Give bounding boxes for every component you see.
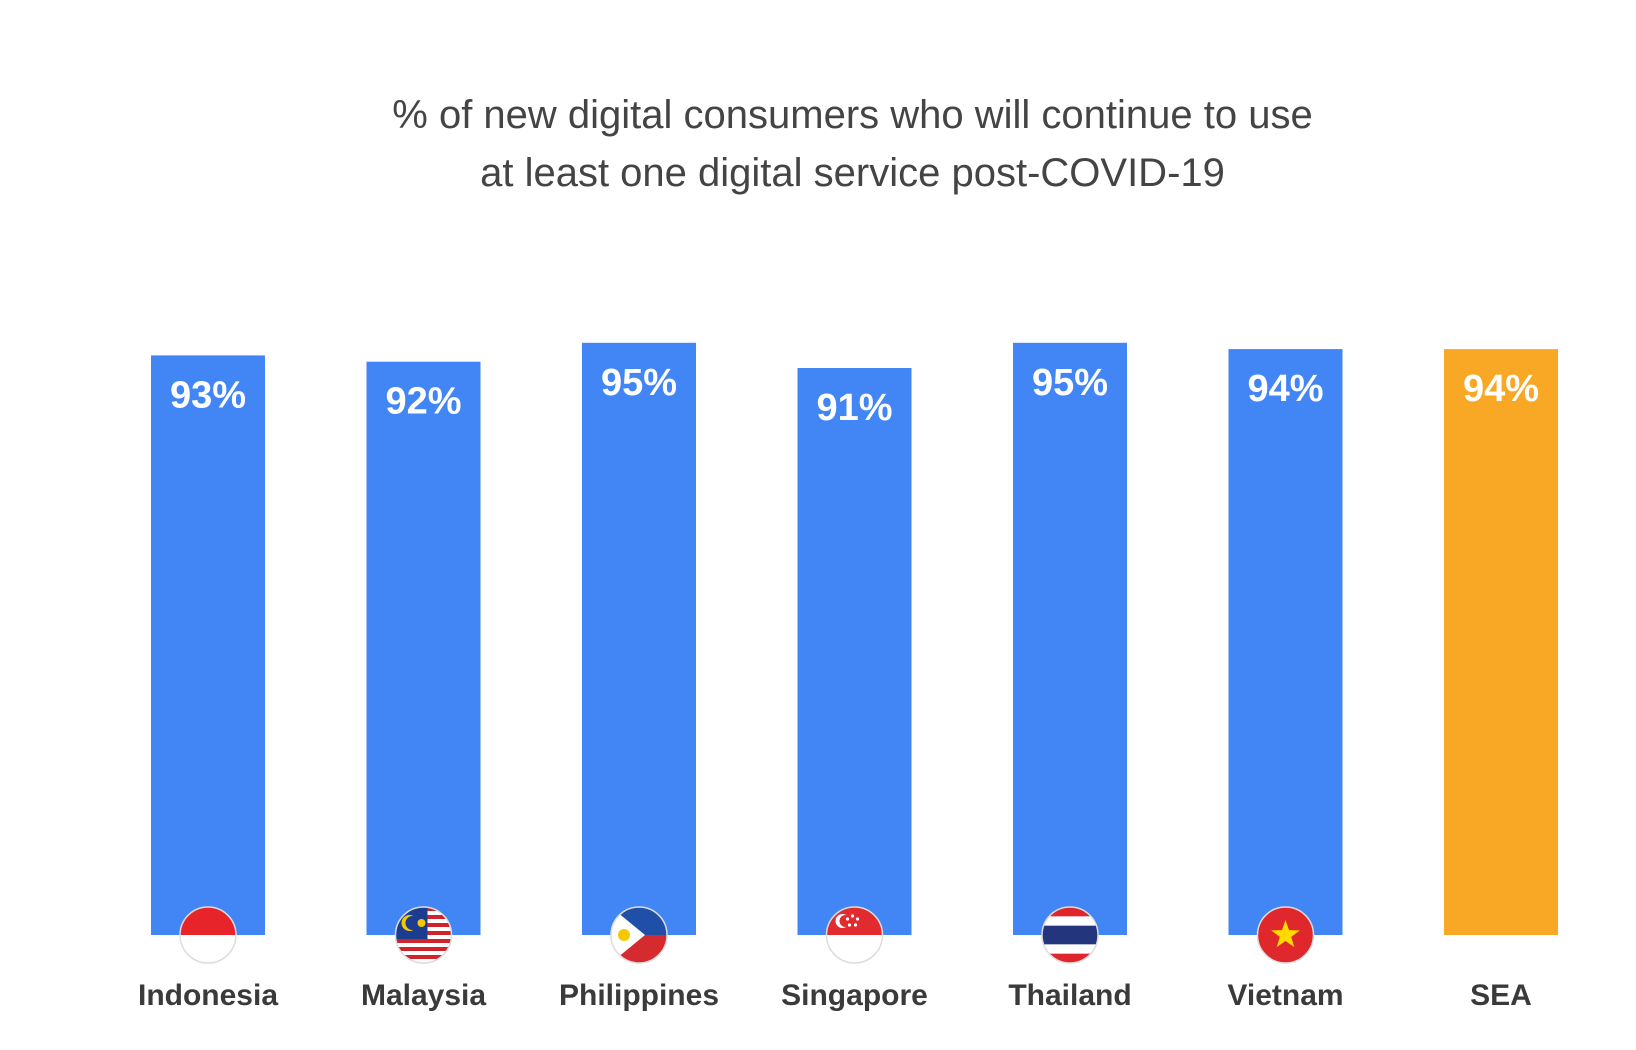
- thailand-flag-icon: [1041, 906, 1099, 964]
- indonesia-flag-icon: [179, 906, 237, 964]
- flags-group: [179, 906, 1315, 964]
- category-label: Singapore: [781, 979, 928, 1012]
- bar-vietnam: [1228, 349, 1343, 936]
- vietnam-flag-icon: [1256, 906, 1315, 964]
- chart-title-line-1: % of new digital consumers who will cont…: [392, 93, 1313, 137]
- category-label: Thailand: [1008, 979, 1131, 1012]
- category-label: Indonesia: [138, 979, 278, 1012]
- category-label: SEA: [1470, 979, 1532, 1012]
- category-label: Vietnam: [1227, 979, 1343, 1012]
- value-label: 94%: [1247, 368, 1323, 410]
- category-label: Philippines: [559, 979, 719, 1012]
- bars-group: [151, 342, 1558, 936]
- chart-title: % of new digital consumers who will cont…: [0, 86, 1636, 202]
- malaysia-flag-icon: [394, 906, 453, 964]
- value-label: 92%: [385, 381, 461, 423]
- value-label: 95%: [1032, 362, 1108, 404]
- bar-sea: [1444, 349, 1558, 936]
- philippines-flag-icon: [610, 906, 668, 964]
- value-label: 93%: [170, 374, 246, 416]
- value-label: 91%: [816, 387, 892, 429]
- value-label: 95%: [601, 362, 677, 404]
- chart-title-line-2: at least one digital service post-COVID-…: [480, 151, 1225, 195]
- singapore-flag-icon: [825, 906, 884, 964]
- bar-singapore: [797, 368, 912, 935]
- value-label: 94%: [1463, 368, 1539, 410]
- bar-indonesia: [151, 355, 265, 935]
- bar-thailand: [1013, 342, 1127, 935]
- bar-malaysia: [366, 361, 481, 935]
- category-label: Malaysia: [361, 979, 486, 1012]
- bar-philippines: [582, 342, 696, 935]
- labels-group: 93% Indonesia 92% Malaysia 95% Philippines 91%…: [138, 362, 1539, 1012]
